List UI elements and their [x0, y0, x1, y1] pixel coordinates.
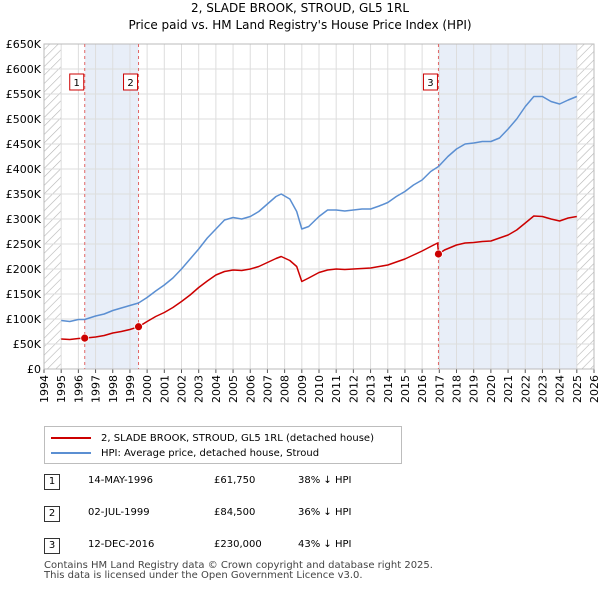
sale-label: 2: [127, 78, 133, 89]
sale-label: 3: [427, 78, 433, 89]
sale-row: 2 02-JUL-1999 £84,500 36% ↓ HPI: [44, 504, 464, 526]
footer-licence: This data is licensed under the Open Gov…: [44, 570, 363, 581]
legend-label-hpi: HPI: Average price, detached house, Stro…: [101, 447, 320, 459]
sale-number-badge: 2: [44, 506, 60, 522]
hatched-region-before: [44, 44, 62, 369]
x-tick-label: 2015: [399, 375, 412, 403]
x-tick-label: 2016: [416, 375, 429, 403]
sale-point: [134, 322, 143, 332]
legend-swatch-hpi: [51, 452, 91, 454]
x-tick-label: 2024: [554, 375, 567, 403]
sale-date: 14-MAY-1996: [88, 475, 154, 486]
price-series-line: [61, 215, 577, 341]
legend-item-hpi: HPI: Average price, detached house, Stro…: [51, 446, 319, 460]
sale-hpi-diff: 36% ↓ HPI: [298, 507, 352, 518]
x-tick-label: 1996: [72, 375, 85, 403]
x-tick-label: 2002: [176, 375, 189, 403]
y-tick-label: £550K: [6, 88, 42, 101]
hpi-series-line: [61, 95, 578, 323]
x-tick-label: 1994: [38, 375, 51, 403]
x-tick-label: 2009: [296, 375, 309, 403]
x-tick-label: 2011: [330, 375, 343, 403]
x-tick-label: 2019: [468, 375, 481, 403]
x-tick-label: 2008: [279, 375, 292, 403]
x-tick-label: 2020: [485, 375, 498, 403]
x-tick-label: 2001: [158, 375, 171, 403]
y-tick-label: £450K: [6, 138, 42, 151]
x-tick-label: 2023: [536, 375, 549, 403]
sale-label: 1: [74, 78, 80, 89]
x-tick-label: 2004: [210, 375, 223, 403]
sale-number-badge: 1: [44, 474, 60, 490]
sale-point: [434, 249, 443, 259]
legend-label-price: 2, SLADE BROOK, STROUD, GL5 1RL (detache…: [101, 432, 374, 444]
sale-price: £84,500: [214, 507, 256, 518]
x-tick-label: 2012: [347, 375, 360, 403]
sale-label-box: [123, 73, 139, 91]
x-tick-label: 2026: [588, 375, 600, 403]
y-tick-label: £100K: [6, 313, 42, 326]
hatched-region-after: [576, 44, 594, 369]
y-tick-label: £0: [27, 363, 41, 376]
y-tick-label: £50K: [13, 338, 42, 351]
x-tick-label: 2025: [571, 375, 584, 403]
y-tick-label: £650K: [6, 38, 42, 51]
y-tick-label: £500K: [6, 113, 42, 126]
sale-date: 02-JUL-1999: [88, 507, 150, 518]
sale-number-badge: 3: [44, 538, 60, 554]
x-tick-label: 2018: [451, 375, 464, 403]
footer: Contains HM Land Registry data © Crown c…: [44, 561, 433, 581]
sale-point: [80, 333, 90, 343]
sale-date: 12-DEC-2016: [88, 539, 155, 550]
x-tick-label: 1998: [107, 375, 120, 403]
x-tick-label: 2010: [313, 375, 326, 403]
legend: 2, SLADE BROOK, STROUD, GL5 1RL (detache…: [44, 426, 402, 464]
y-tick-label: £250K: [6, 238, 42, 251]
y-tick-label: £150K: [6, 288, 42, 301]
price-chart: 2, SLADE BROOK, STROUD, GL5 1RL Price pa…: [6, 1, 600, 403]
legend-item-price: 2, SLADE BROOK, STROUD, GL5 1RL (detache…: [51, 431, 374, 445]
y-tick-label: £350K: [6, 188, 42, 201]
y-tick-label: £400K: [6, 163, 42, 176]
sale-hpi-diff: 43% ↓ HPI: [298, 539, 352, 550]
x-tick-label: 2003: [193, 375, 206, 403]
x-tick-label: 2014: [382, 375, 395, 403]
sale-price: £230,000: [214, 539, 262, 550]
footer-copyright: Contains HM Land Registry data © Crown c…: [44, 560, 433, 571]
x-tick-label: 2021: [502, 375, 515, 403]
x-tick-label: 1997: [90, 375, 103, 403]
x-tick-label: 2022: [519, 375, 532, 403]
y-tick-label: £600K: [6, 63, 42, 76]
x-tick-label: 1995: [55, 375, 68, 403]
legend-swatch-price: [51, 437, 91, 439]
y-tick-label: £200K: [6, 263, 42, 276]
x-tick-label: 2007: [261, 375, 274, 403]
chart-title-line2: Price paid vs. HM Land Registry's House …: [128, 18, 471, 32]
sale-label-box: [69, 73, 85, 91]
x-tick-label: 2017: [433, 375, 446, 403]
sale-label-box: [422, 73, 438, 91]
sale-row: 3 12-DEC-2016 £230,000 43% ↓ HPI: [44, 536, 464, 558]
ownership-shade-1: [84, 44, 139, 369]
x-tick-label: 1999: [124, 375, 137, 403]
chart-title-line1: 2, SLADE BROOK, STROUD, GL5 1RL: [191, 1, 409, 15]
x-tick-label: 2013: [365, 375, 378, 403]
plot-frame: [43, 43, 595, 370]
x-tick-label: 2005: [227, 375, 240, 403]
x-tick-label: 2000: [141, 375, 154, 403]
sale-row: 1 14-MAY-1996 £61,750 38% ↓ HPI: [44, 472, 464, 494]
plot-area: £0 £50K £100K £150K £200K £250K £300K £350K £400…: [6, 38, 600, 403]
x-tick-label: 2006: [244, 375, 257, 403]
sale-price: £61,750: [214, 475, 256, 486]
sale-hpi-diff: 38% ↓ HPI: [298, 475, 352, 486]
y-tick-label: £300K: [6, 213, 42, 226]
